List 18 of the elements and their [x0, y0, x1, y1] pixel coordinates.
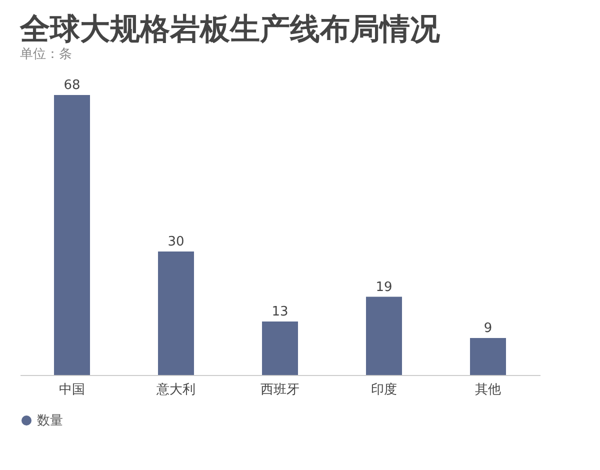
legend-label: 数量 [37, 414, 63, 428]
bar [262, 321, 298, 375]
bar [470, 338, 506, 375]
x-tick-label: 西班牙 [260, 382, 300, 398]
data-label: 19 [376, 280, 392, 295]
data-label: 13 [272, 304, 288, 320]
bar [54, 95, 90, 375]
x-tick-label: 意大利 [156, 382, 196, 398]
chart-subtitle: 单位：条 [20, 47, 72, 62]
x-tick-label: 其他 [475, 382, 501, 398]
chart-title: 全球大规格岩板生产线布局情况 [19, 12, 441, 47]
bar [366, 296, 402, 375]
x-tick-label: 印度 [371, 382, 397, 398]
bar [158, 251, 194, 375]
x-tick-label: 中国 [59, 382, 85, 398]
data-label: 30 [168, 234, 184, 250]
data-label: 9 [484, 320, 492, 336]
data-label: 68 [64, 78, 80, 93]
